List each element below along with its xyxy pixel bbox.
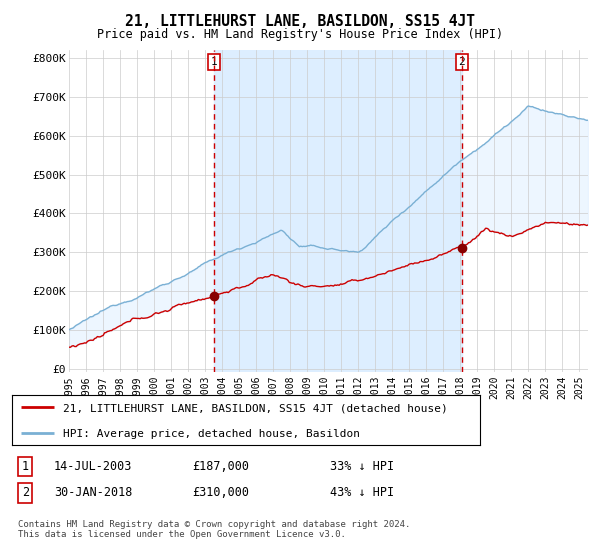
Text: 21, LITTLEHURST LANE, BASILDON, SS15 4JT (detached house): 21, LITTLEHURST LANE, BASILDON, SS15 4JT… xyxy=(64,404,448,414)
Text: 43% ↓ HPI: 43% ↓ HPI xyxy=(330,486,394,500)
Text: 30-JAN-2018: 30-JAN-2018 xyxy=(54,486,133,500)
Text: Contains HM Land Registry data © Crown copyright and database right 2024.
This d: Contains HM Land Registry data © Crown c… xyxy=(18,520,410,539)
Text: Price paid vs. HM Land Registry's House Price Index (HPI): Price paid vs. HM Land Registry's House … xyxy=(97,28,503,41)
Text: £187,000: £187,000 xyxy=(192,460,249,473)
Text: HPI: Average price, detached house, Basildon: HPI: Average price, detached house, Basi… xyxy=(64,429,361,439)
Text: 2: 2 xyxy=(22,486,29,500)
Text: 21, LITTLEHURST LANE, BASILDON, SS15 4JT: 21, LITTLEHURST LANE, BASILDON, SS15 4JT xyxy=(125,14,475,29)
Bar xyxy=(214,50,462,372)
Text: 1: 1 xyxy=(22,460,29,473)
Text: 33% ↓ HPI: 33% ↓ HPI xyxy=(330,460,394,473)
Text: 1: 1 xyxy=(211,57,218,67)
Text: 14-JUL-2003: 14-JUL-2003 xyxy=(54,460,133,473)
Text: 2: 2 xyxy=(458,57,465,67)
Text: £310,000: £310,000 xyxy=(192,486,249,500)
